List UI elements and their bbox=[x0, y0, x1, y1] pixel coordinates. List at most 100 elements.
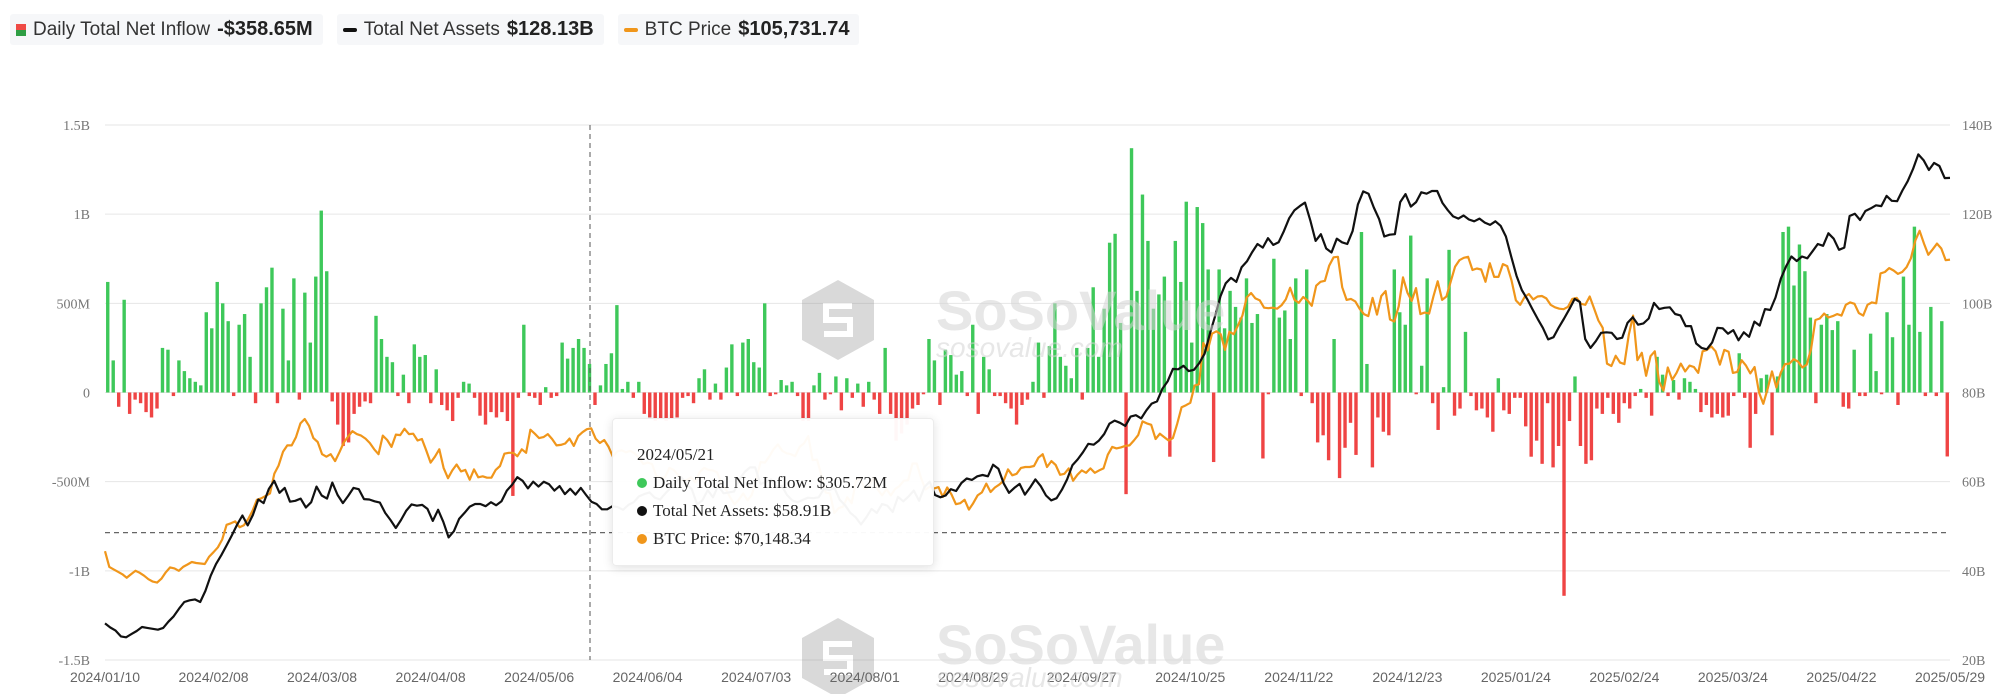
inflow-bar bbox=[861, 392, 865, 407]
x-tick-label: 2024/03/08 bbox=[287, 669, 357, 685]
inflow-bar bbox=[1781, 232, 1785, 393]
inflow-bar bbox=[730, 344, 734, 393]
tooltip-btc: BTC Price: $70,148.34 bbox=[653, 529, 811, 548]
inflow-bar bbox=[976, 392, 980, 414]
inflow-bar bbox=[593, 392, 597, 405]
inflow-bar bbox=[790, 381, 794, 393]
inflow-bar bbox=[954, 374, 959, 393]
logo-s-mark bbox=[823, 641, 853, 675]
inflow-bar bbox=[960, 371, 964, 393]
inflow-bar bbox=[1272, 258, 1276, 393]
inflow-bar bbox=[1518, 392, 1522, 398]
inflow-bar bbox=[1409, 235, 1413, 393]
left-tick-label: 500M bbox=[57, 297, 91, 312]
inflow-bar bbox=[407, 392, 411, 404]
inflow-bar bbox=[1239, 317, 1243, 393]
inflow-bar bbox=[1206, 269, 1210, 393]
inflow-bar bbox=[1912, 226, 1917, 393]
inflow-bar bbox=[297, 392, 302, 400]
left-tick-label: 1B bbox=[74, 208, 90, 223]
inflow-bar bbox=[385, 356, 389, 393]
inflow-bar bbox=[1129, 148, 1134, 393]
inflow-bar bbox=[1770, 392, 1774, 436]
tooltip-date: 2024/05/21 bbox=[637, 445, 715, 464]
inflow-bar bbox=[1600, 392, 1605, 414]
inflow-bar bbox=[1857, 392, 1862, 397]
left-tick-label: 0 bbox=[83, 387, 90, 402]
inflow-bar bbox=[1578, 392, 1583, 446]
x-tick-label: 2024/05/06 bbox=[504, 669, 574, 685]
inflow-bar bbox=[752, 362, 756, 393]
inflow-bar bbox=[1398, 312, 1402, 393]
tooltip-assets-row: Total Net Assets: $58.91B bbox=[637, 501, 831, 521]
x-tick-label: 2024/08/01 bbox=[830, 669, 900, 685]
x-tick-label: 2024/01/10 bbox=[70, 669, 140, 685]
inflow-bar bbox=[1299, 392, 1303, 397]
inflow-bar bbox=[1491, 392, 1495, 432]
inflow-bars bbox=[106, 148, 1949, 596]
left-tick-label: -1B bbox=[69, 565, 90, 580]
inflow-bar bbox=[921, 392, 926, 395]
inflow-bar bbox=[1151, 308, 1156, 393]
inflow-bar bbox=[916, 392, 920, 405]
inflow-bar bbox=[1430, 392, 1435, 404]
legend-assets-value: $128.13B bbox=[506, 18, 594, 40]
inflow-bar bbox=[1135, 290, 1139, 393]
inflow-bar bbox=[106, 281, 110, 393]
right-tick-label: 60B bbox=[1962, 476, 1985, 491]
inflow-bar bbox=[631, 392, 636, 398]
inflow-bar bbox=[472, 392, 477, 398]
inflow-bar bbox=[1737, 353, 1741, 393]
inflow-bar bbox=[527, 392, 531, 397]
inflow-bar bbox=[894, 392, 898, 441]
inflow-bar bbox=[116, 392, 121, 407]
inflow-bar bbox=[1742, 392, 1747, 398]
inflow-bar bbox=[1403, 324, 1407, 393]
inflow-bar bbox=[494, 392, 499, 418]
x-tick-label: 2024/02/08 bbox=[178, 669, 248, 685]
inflow-bar bbox=[325, 271, 329, 393]
inflow-bar bbox=[1836, 321, 1840, 393]
legend-btc[interactable]: BTC Price $105,731.74 bbox=[617, 14, 860, 45]
legend-assets[interactable]: Total Net Assets $128.13B bbox=[336, 14, 604, 45]
inflow-bar bbox=[505, 392, 510, 422]
legend-inflow[interactable]: Daily Total Net Inflow -$358.65M bbox=[10, 14, 323, 45]
inflow-bar bbox=[1874, 371, 1878, 393]
inflow-bar bbox=[440, 392, 444, 405]
inflow-bar bbox=[1611, 392, 1615, 414]
inflow-bar bbox=[1075, 347, 1079, 393]
assets-line-icon bbox=[342, 27, 357, 32]
inflow-bar bbox=[199, 385, 203, 393]
inflow-bar bbox=[768, 392, 772, 397]
inflow-bar bbox=[193, 381, 198, 393]
inflow-bar bbox=[620, 388, 625, 393]
inflow-bar bbox=[691, 392, 696, 404]
logo-hexagon bbox=[802, 618, 874, 694]
inflow-bar bbox=[669, 392, 674, 420]
inflow-bar bbox=[675, 392, 679, 418]
tooltip-inflow-row: Daily Total Net Inflow: $305.72M bbox=[637, 473, 887, 493]
inflow-bar bbox=[275, 392, 280, 404]
inflow-bar bbox=[971, 324, 975, 393]
inflow-bar bbox=[286, 360, 291, 393]
inflow-bar bbox=[1940, 321, 1944, 393]
inflow-bar bbox=[538, 392, 542, 405]
inflow-bar bbox=[450, 392, 455, 422]
inflow-bar bbox=[1190, 342, 1194, 393]
inflow-bar bbox=[1534, 392, 1539, 441]
inflow-bar bbox=[160, 347, 165, 393]
inflow-bar bbox=[1589, 392, 1594, 461]
x-tick-label: 2025/01/24 bbox=[1481, 669, 1551, 685]
inflow-bar bbox=[149, 392, 154, 418]
inflow-bar bbox=[1326, 392, 1331, 461]
sosovalue-logo-icon bbox=[802, 280, 874, 360]
inflow-bar bbox=[1233, 306, 1238, 393]
inflow-bar bbox=[1162, 276, 1167, 393]
inflow-bar bbox=[910, 392, 915, 409]
inflow-bar bbox=[221, 303, 225, 393]
inflow-bar bbox=[489, 392, 493, 413]
logo-hexagon bbox=[802, 280, 874, 360]
inflow-bar bbox=[1819, 324, 1824, 393]
inflow-bar bbox=[330, 392, 334, 402]
